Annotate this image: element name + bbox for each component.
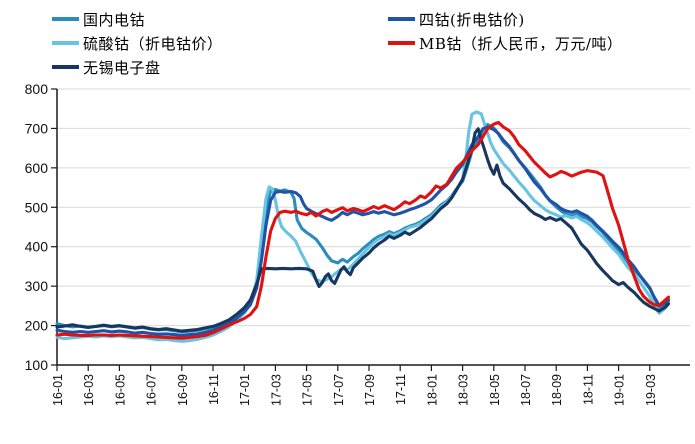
legend-item-mb-cobalt: MB钴（折人民币，万元/吨） [388,31,622,55]
legend-swatch-mb-cobalt [388,41,415,45]
y-axis-label-100: 100 [25,357,49,373]
legend-column-left: 国内电钴 硫酸钴（折电钴价） 无锡电子盘 [52,7,223,79]
x-axis-label-17-11: 17-11 [394,374,408,405]
legend-item-cobalt-sulfate: 硫酸钴（折电钴价） [52,31,223,55]
legend-swatch-domestic-electrolytic-cobalt [52,17,79,21]
y-axis-label-300: 300 [25,278,49,294]
x-axis-label-16-07: 16-07 [145,374,159,406]
series-line-cobalt-sulfate [55,110,671,343]
legend-label-wuxi-electronic-exchange: 无锡电子盘 [83,58,161,77]
legend-item-cobalt-tetroxide: 四钴(折电钴价) [388,7,622,31]
x-axis-label-17-05: 17-05 [301,374,315,406]
x-axis-label-16-01: 16-01 [51,374,65,406]
legend-label-cobalt-tetroxide: 四钴(折电钴价) [419,10,525,29]
y-axis-label-400: 400 [25,239,49,255]
x-axis-label-17-09: 17-09 [363,374,377,406]
x-axis-label-16-09: 16-09 [176,374,190,406]
legend-label-mb-cobalt: MB钴（折人民币，万元/吨） [419,34,623,53]
x-axis-label-18-01: 18-01 [425,374,439,406]
y-axis-label-700: 700 [25,120,49,136]
legend-item-wuxi-electronic-exchange: 无锡电子盘 [52,55,223,79]
x-axis-label-19-01: 19-01 [613,374,627,406]
x-axis-label-18-11: 18-11 [581,374,595,405]
axis-lines [56,89,690,366]
x-axis-label-18-03: 18-03 [457,374,471,406]
legend-label-cobalt-sulfate: 硫酸钴（折电钴价） [83,34,223,53]
x-axis-label-16-05: 16-05 [113,374,127,406]
x-axis-label-18-05: 18-05 [488,374,502,406]
series-line-domestic-electrolytic-cobalt [55,122,671,334]
x-axis-label-16-11: 16-11 [207,374,221,405]
x-axis-label-16-03: 16-03 [82,374,96,406]
x-axis-label-18-07: 18-07 [519,374,533,406]
x-axis-label-17-01: 17-01 [238,374,252,406]
legend-swatch-cobalt-tetroxide [388,17,415,21]
legend-swatch-cobalt-sulfate [52,41,79,45]
y-axis-label-500: 500 [25,199,49,215]
legend-item-domestic-electrolytic-cobalt: 国内电钴 [52,7,223,31]
y-axis-label-600: 600 [25,160,49,176]
y-axis-label-800: 800 [25,81,49,97]
x-axis-label-17-07: 17-07 [332,374,346,406]
legend-swatch-wuxi-electronic-exchange [52,65,79,69]
series-line-cobalt-tetroxide [55,125,671,337]
y-axis-label-200: 200 [25,318,49,334]
series-line-mb-cobalt [55,120,671,340]
legend-column-right: 四钴(折电钴价) MB钴（折人民币，万元/吨） [388,7,622,55]
legend-label-domestic-electrolytic-cobalt: 国内电钴 [83,10,146,29]
x-axis-label-18-09: 18-09 [550,374,564,406]
x-axis-label-17-03: 17-03 [269,374,283,406]
x-axis-label-19-03: 19-03 [644,374,658,406]
series-line-wuxi-electronic-exchange [55,127,671,333]
